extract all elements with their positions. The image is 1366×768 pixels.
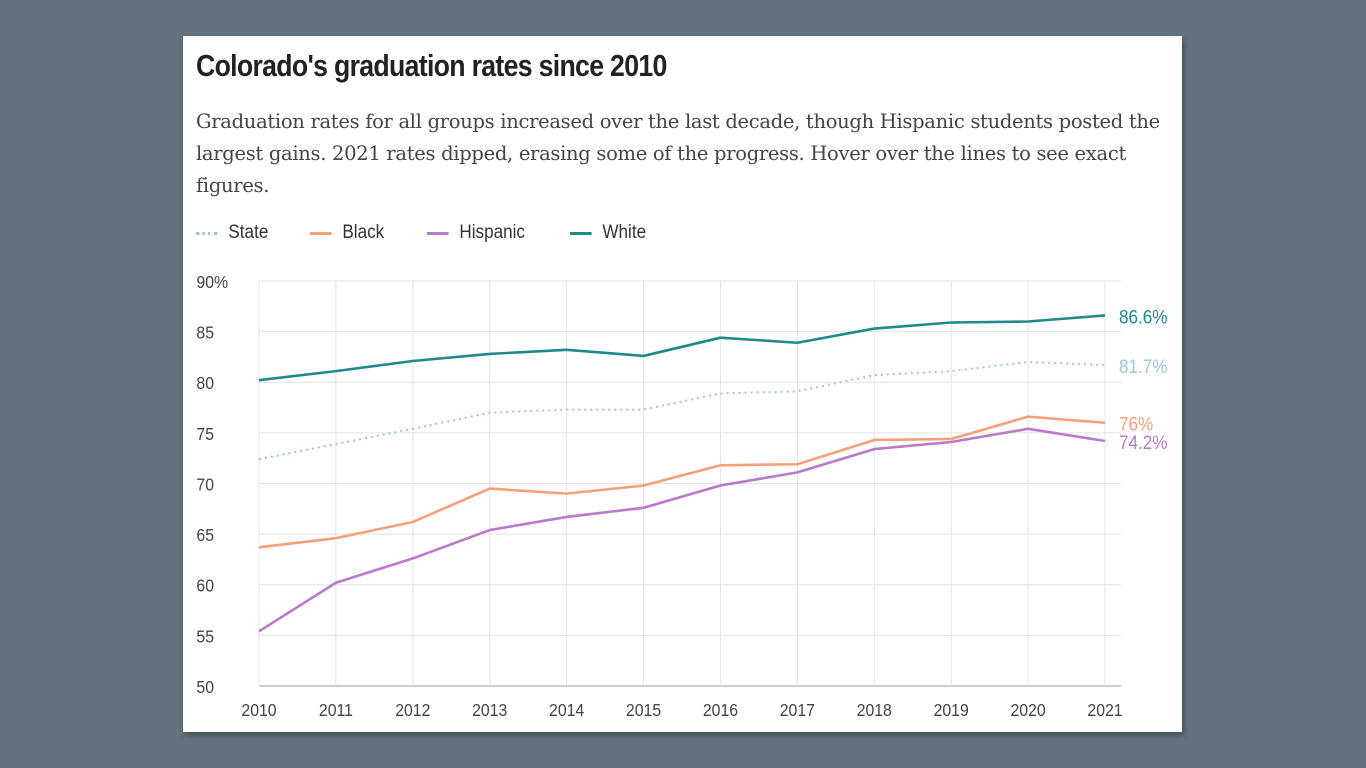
x-tick-label: 2019: [934, 700, 969, 720]
data-point-state: [253, 453, 265, 465]
legend-label: State: [228, 222, 269, 243]
x-tick-label: 2012: [395, 700, 430, 720]
data-point-black: [638, 480, 650, 492]
data-point-hispanic: [561, 511, 573, 523]
y-tick-label: 55: [196, 626, 214, 646]
data-point-hispanic: [1022, 423, 1034, 435]
data-point-black: [1099, 417, 1111, 429]
data-point-white: [484, 348, 496, 360]
legend-item-white: White: [569, 222, 646, 244]
series-line-black: [258, 415, 1106, 549]
legend-swatch: [569, 231, 592, 235]
data-point-white: [561, 344, 573, 356]
y-tick-label: 85: [196, 323, 214, 343]
data-point-hispanic: [714, 480, 726, 492]
data-point-white: [638, 350, 650, 362]
y-tick-label: 60: [196, 576, 214, 596]
legend-item-state: State: [196, 222, 268, 244]
y-tick-label: 80: [196, 373, 214, 393]
data-point-hispanic: [945, 436, 957, 448]
data-point-state: [868, 369, 880, 381]
y-tick-label: 90%: [196, 272, 228, 292]
x-tick-label: 2020: [1010, 700, 1045, 720]
data-point-white: [1099, 309, 1111, 321]
data-point-hispanic: [330, 577, 342, 589]
x-tick-label: 2013: [472, 700, 507, 720]
x-tick-label: 2011: [319, 700, 353, 720]
data-point-black: [330, 532, 342, 544]
x-tick-label: 2010: [241, 700, 276, 720]
data-point-black: [253, 541, 265, 553]
x-tick-label: 2014: [549, 700, 584, 720]
chart-card: Colorado's graduation rates since 2010 G…: [183, 36, 1182, 732]
legend-item-black: Black: [310, 222, 385, 244]
data-point-state: [945, 365, 957, 377]
y-tick-label: 75: [196, 424, 214, 444]
data-point-state: [330, 438, 342, 450]
data-point-white: [1022, 316, 1034, 328]
data-point-white: [407, 355, 419, 367]
end-label-white: 86.6%: [1119, 307, 1167, 328]
data-point-hispanic: [253, 625, 265, 637]
data-point-white: [868, 323, 880, 335]
data-point-state: [638, 404, 650, 416]
legend-label: Hispanic: [459, 222, 525, 243]
legend-swatch: [196, 231, 218, 235]
data-point-state: [484, 407, 496, 419]
series-line-hispanic: [258, 427, 1106, 633]
data-point-white: [791, 337, 803, 349]
x-tick-label: 2021: [1087, 700, 1122, 720]
x-tick-label: 2015: [626, 700, 661, 720]
data-point-hispanic: [1099, 435, 1111, 447]
series-line-white: [258, 314, 1106, 382]
data-point-hispanic: [791, 466, 803, 478]
legend-label: Black: [342, 222, 385, 243]
line-chart[interactable]: 90% 85 80 75 70 65 60 55 50 2010 2011 2012 2013 2014 2…: [183, 36, 1182, 732]
x-tick-label: 2018: [857, 700, 892, 720]
legend: State Black Hispanic White: [196, 222, 688, 244]
data-point-black: [714, 459, 726, 471]
data-point-black: [484, 483, 496, 495]
data-point-state: [1022, 356, 1034, 368]
y-tick-label: 65: [196, 525, 214, 545]
legend-swatch: [310, 231, 332, 235]
y-tick-label: 70: [196, 475, 214, 495]
data-point-white: [714, 332, 726, 344]
data-point-black: [407, 516, 419, 528]
legend-label: White: [602, 222, 646, 243]
chart-subtitle: Graduation rates for all groups increase…: [196, 110, 1160, 197]
data-point-hispanic: [407, 552, 419, 564]
series-line-state: [258, 361, 1106, 461]
chart-title: Colorado's graduation rates since 2010: [196, 48, 667, 83]
data-point-hispanic: [484, 524, 496, 536]
legend-swatch: [426, 231, 449, 235]
data-point-state: [1099, 359, 1111, 371]
data-point-white: [945, 317, 957, 329]
data-point-hispanic: [638, 502, 650, 514]
data-point-black: [1022, 411, 1034, 423]
data-point-white: [253, 374, 265, 386]
data-point-white: [330, 365, 342, 377]
data-point-state: [791, 385, 803, 397]
end-label-black: 76%: [1119, 414, 1153, 435]
legend-item-hispanic: Hispanic: [426, 222, 525, 244]
data-point-state: [407, 423, 419, 435]
data-point-hispanic: [868, 443, 880, 455]
x-tick-label: 2017: [780, 700, 815, 720]
data-point-state: [714, 387, 726, 399]
data-point-black: [561, 488, 573, 500]
x-tick-label: 2016: [703, 700, 738, 720]
data-point-state: [561, 404, 573, 416]
end-label-state: 81.7%: [1119, 356, 1167, 377]
end-label-hispanic: 74.2%: [1119, 432, 1167, 453]
y-tick-label: 50: [196, 677, 214, 697]
